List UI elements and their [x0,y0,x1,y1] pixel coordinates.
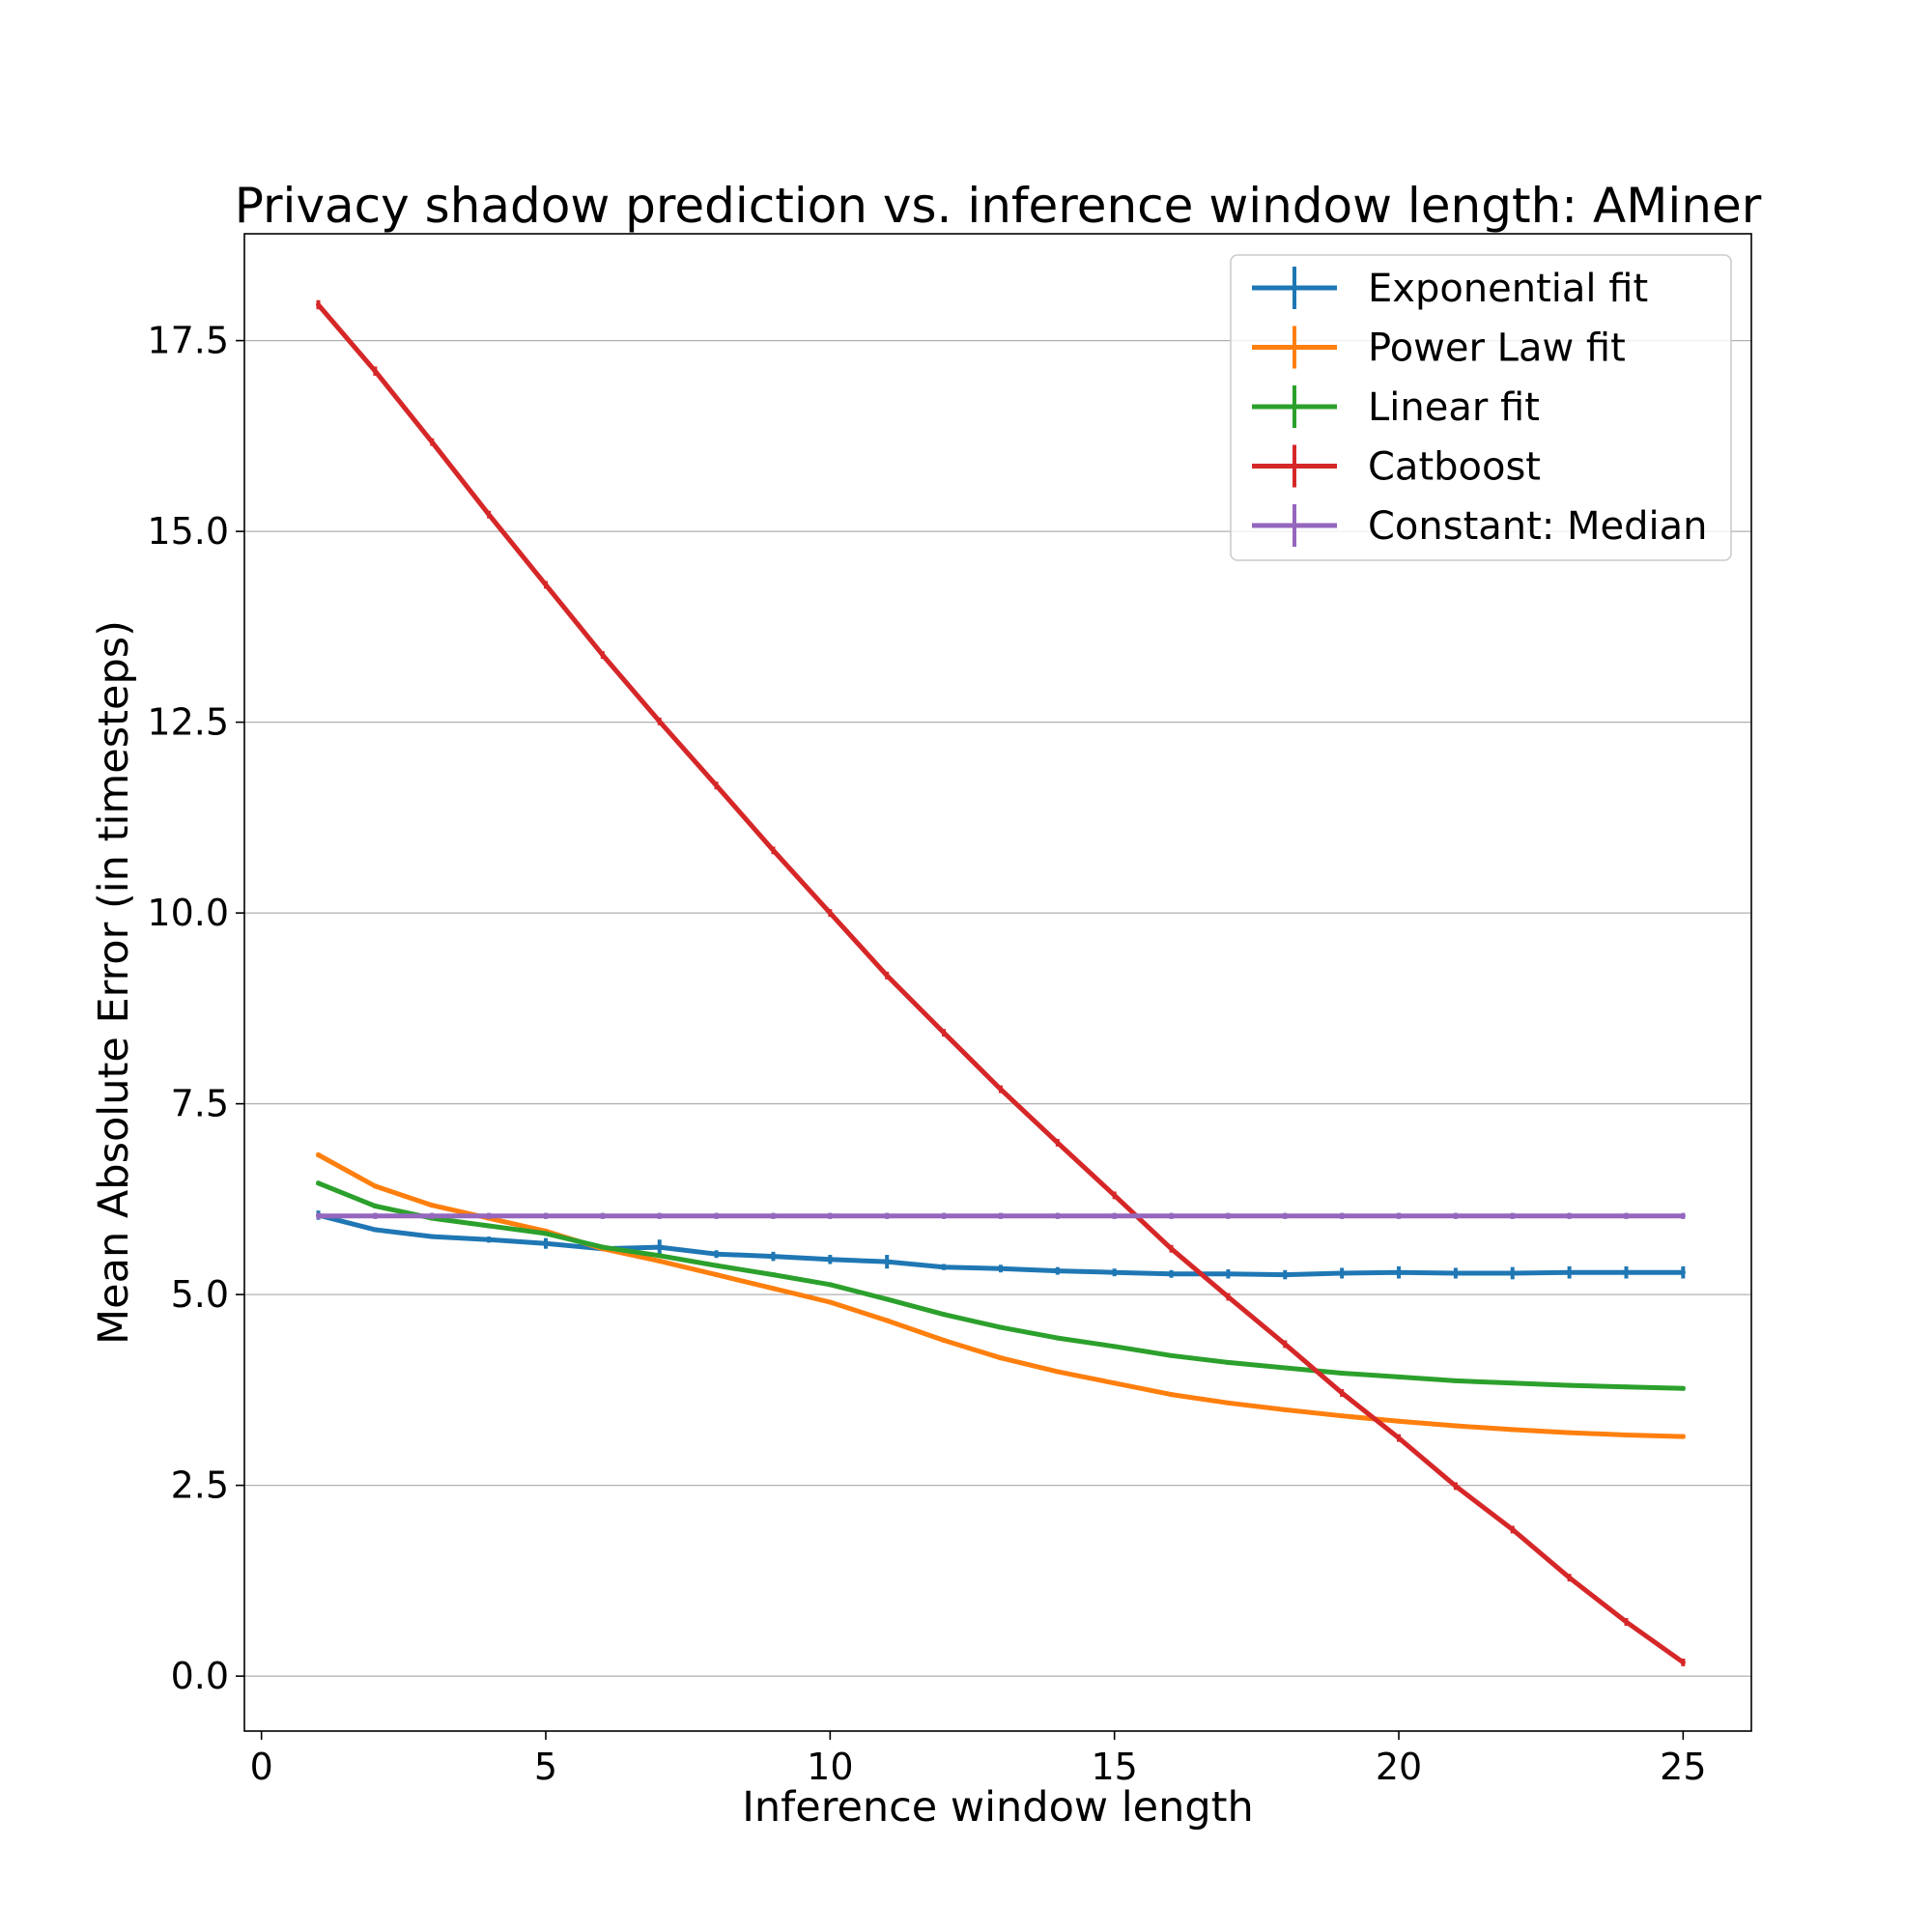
chart-title: Privacy shadow prediction vs. inference … [235,178,1762,234]
series-catboost [316,299,1686,1666]
series-constant-median [316,1212,1686,1219]
y-axis-ticks: 0.0 2.5 5.0 7.5 10.0 12.5 15.0 17.5 [147,320,244,1697]
x-tick-label-3: 15 [1091,1746,1137,1788]
legend-label-constant-median: Constant: Median [1368,504,1708,549]
x-tick-label-4: 20 [1376,1746,1422,1788]
legend-label-exponential-fit: Exponential fit [1368,267,1648,311]
plot-frame [243,233,1752,1732]
legend-label-linear-fit: Linear fit [1368,385,1540,430]
x-tick-label-5: 25 [1660,1746,1706,1788]
legend-entries: Exponential fit Power Law fit Linear fit Ca… [1252,267,1708,549]
x-tick-label-1: 5 [534,1746,557,1788]
x-tick-label-2: 10 [807,1746,853,1788]
x-tick-label-0: 0 [250,1746,273,1788]
x-axis-label: Inference window length [742,1783,1254,1832]
y-tick-label-4: 10.0 [147,892,229,934]
y-tick-label-3: 7.5 [171,1083,229,1125]
y-tick-label-0: 0.0 [171,1655,229,1697]
series-group [316,299,1686,1666]
y-tick-label-7: 17.5 [147,320,229,362]
legend: Exponential fit Power Law fit Linear fit Ca… [1230,254,1732,561]
y-tick-label-1: 2.5 [171,1464,229,1507]
legend-label-power-law-fit: Power Law fit [1368,327,1626,371]
legend-box [1230,254,1732,561]
y-axis-label: Mean Absolute Error (in timesteps) [90,620,138,1345]
y-tick-label-6: 15.0 [147,510,229,553]
y-tick-label-2: 5.0 [171,1273,229,1316]
x-axis-ticks: 0 5 10 15 20 25 [250,1731,1707,1788]
y-tick-label-5: 12.5 [147,701,229,744]
legend-label-catboost: Catboost [1368,445,1541,490]
series-linear-fit [316,1180,1686,1391]
